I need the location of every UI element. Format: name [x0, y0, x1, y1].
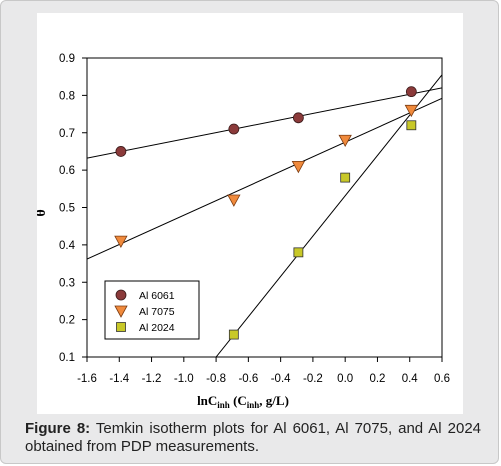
x-tick-label: -0.8: [206, 373, 226, 385]
x-label-mid: (C: [230, 393, 247, 408]
data-point: [228, 329, 239, 340]
data-point: [340, 172, 351, 183]
x-label-sub: inh: [217, 400, 230, 410]
x-tick-label: -1.4: [109, 373, 129, 385]
data-point: [291, 160, 306, 174]
x-label-end: , g/L): [259, 393, 289, 408]
y-tick-label: 0.3: [59, 277, 75, 289]
data-point: [292, 112, 304, 124]
fit-line: [87, 97, 442, 260]
y-tick-label: 0.9: [59, 53, 75, 65]
fit-line: [87, 87, 442, 159]
legend-marker: [115, 289, 127, 301]
figure-caption: Figure 8: Temkin isotherm plots for Al 6…: [25, 420, 481, 456]
x-tick-label: 0.2: [369, 373, 385, 385]
caption-text: Temkin isotherm plots for Al 6061, Al 70…: [25, 420, 481, 455]
y-tick-label: 0.8: [59, 90, 75, 102]
data-point: [338, 134, 352, 148]
data-point: [228, 123, 240, 135]
data-point: [405, 86, 417, 98]
y-tick-label: 0.6: [59, 165, 75, 177]
legend-marker: [116, 322, 126, 332]
y-tick-label: 0.1: [59, 352, 75, 364]
x-tick-label: -0.2: [303, 373, 323, 385]
x-label-main: lnC: [197, 393, 217, 408]
x-axis-label: lnCinh (Cinh, g/L): [197, 393, 289, 410]
y-tick-label: 0.5: [59, 203, 75, 215]
x-tick-label: -0.4: [271, 373, 291, 385]
data-point: [115, 146, 127, 157]
data-point: [114, 235, 128, 248]
data-point: [293, 247, 304, 258]
y-tick-label: 0.2: [59, 315, 75, 327]
data-point: [404, 104, 419, 118]
y-axis-label: θ: [37, 209, 49, 216]
x-tick-label: 0.0: [337, 373, 353, 385]
caption-label: Figure 8:: [25, 420, 91, 437]
x-label-sub2: inh: [247, 400, 260, 410]
y-tick-label: 0.4: [59, 240, 76, 252]
x-tick-label: -0.6: [238, 373, 258, 385]
data-point: [406, 120, 417, 131]
legend-label: Al 7075: [139, 306, 175, 318]
x-tick-label: -1.2: [142, 373, 162, 385]
legend-label: Al 2024: [139, 322, 175, 334]
chart-panel: -1.6 -1.4 -1.2 -1.0 -0.8 -0.6 -0.4 -0.2 0.0 0.2 0.…: [37, 13, 463, 414]
x-tick-label: 0.4: [402, 373, 419, 385]
fit-line: [215, 74, 442, 357]
legend-label: Al 6061: [139, 290, 175, 302]
y-tick-label: 0.7: [59, 128, 75, 140]
x-tick-label: 0.6: [434, 373, 450, 385]
x-tick-label: -1.6: [77, 373, 97, 385]
legend-marker: [114, 305, 128, 318]
temkin-isotherm-chart: -1.6 -1.4 -1.2 -1.0 -0.8 -0.6 -0.4 -0.2 0.0 0.2 0.…: [37, 53, 450, 410]
data-point: [227, 194, 241, 207]
x-tick-label: -1.0: [174, 373, 194, 385]
